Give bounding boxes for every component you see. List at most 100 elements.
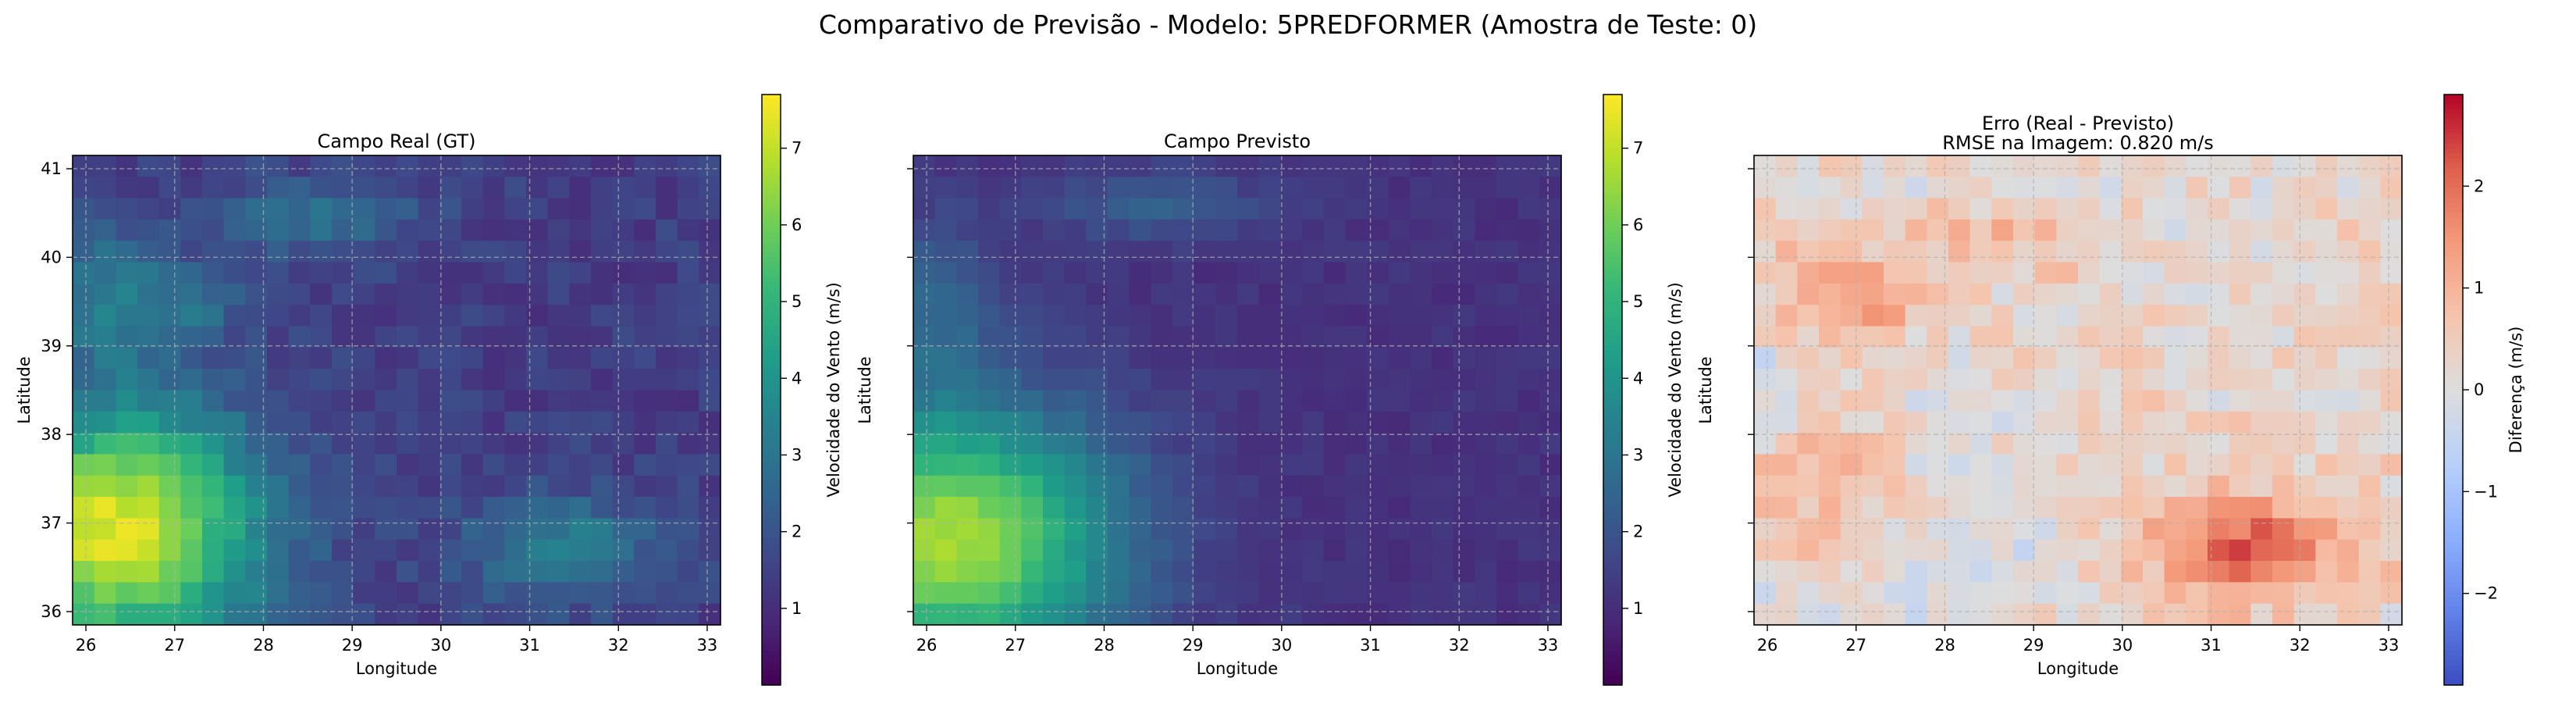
heatmap-cell	[1172, 518, 1195, 541]
heatmap-cell	[2337, 241, 2360, 263]
heatmap-cell	[2013, 411, 2036, 434]
heatmap-cell	[1840, 262, 1863, 284]
heatmap-cell	[2034, 454, 2057, 476]
heatmap-cell	[2099, 369, 2122, 391]
heatmap-cell	[913, 241, 936, 263]
heatmap-cell	[1862, 177, 1884, 199]
heatmap-cell	[999, 283, 1022, 305]
colorbar-step	[762, 414, 781, 420]
colorbar-step	[2444, 434, 2463, 440]
x-tick-label: 28	[1094, 636, 1115, 655]
heatmap-cell	[569, 518, 592, 541]
heatmap-cell	[2293, 561, 2316, 583]
heatmap-cell	[1302, 518, 1325, 541]
heatmap-cell	[245, 219, 268, 241]
heatmap-cell	[1410, 582, 1432, 605]
heatmap-cell	[1862, 539, 1884, 562]
heatmap-cell	[999, 497, 1022, 519]
heatmap-cell	[1064, 454, 1087, 476]
colorbar-step	[2444, 429, 2463, 435]
colorbar-step	[762, 168, 781, 174]
heatmap-cell	[1388, 369, 1411, 391]
heatmap-cell	[1819, 582, 1841, 605]
heatmap-cell	[1172, 241, 1195, 263]
heatmap-cell	[569, 582, 592, 605]
heatmap-cell	[1496, 411, 1519, 434]
heatmap-cell	[180, 603, 203, 626]
heatmap-cell	[2143, 518, 2165, 541]
heatmap-cell	[999, 155, 1022, 177]
colorbar-step	[1603, 655, 1622, 662]
heatmap-cell	[94, 369, 116, 391]
heatmap-cell	[332, 177, 354, 199]
heatmap-cell	[2143, 411, 2165, 434]
heatmap-cell	[2164, 155, 2186, 177]
colorbar-step	[762, 187, 781, 194]
x-tick-label: 29	[342, 636, 363, 655]
heatmap-cell	[202, 305, 225, 327]
colorbar-step	[2444, 459, 2463, 465]
heatmap-cell	[1043, 603, 1066, 626]
heatmap-cell	[397, 518, 419, 541]
heatmap-cell	[1258, 219, 1281, 241]
heatmap-cell	[2143, 539, 2165, 562]
heatmap-cell	[2315, 241, 2338, 263]
heatmap-cell	[2143, 561, 2165, 583]
heatmap-cell	[1475, 433, 1497, 455]
heatmap-cell	[1302, 283, 1325, 305]
heatmap-cell	[2078, 582, 2101, 605]
heatmap-cell	[677, 369, 699, 391]
heatmap-cell	[1862, 155, 1884, 177]
heatmap-cell	[2315, 454, 2338, 476]
heatmap-cell	[397, 539, 419, 562]
heatmap-cell	[2208, 433, 2230, 455]
heatmap-cell	[1475, 283, 1497, 305]
heatmap-cell	[1194, 390, 1216, 412]
heatmap-cell	[2315, 283, 2338, 305]
heatmap-cell	[2186, 305, 2208, 327]
heatmap-cell	[1496, 369, 1519, 391]
heatmap-cell	[1819, 518, 1841, 541]
colorbar-step	[1603, 566, 1622, 573]
heatmap-cell	[397, 369, 419, 391]
heatmap-cell	[332, 518, 354, 541]
heatmap-cell	[158, 518, 181, 541]
heatmap-cell	[913, 219, 936, 241]
colorbar-step	[762, 163, 781, 170]
heatmap-cell	[482, 539, 505, 562]
heatmap-cell	[267, 603, 290, 626]
colorbar-step	[762, 222, 781, 228]
heatmap-cell	[1258, 475, 1281, 498]
heatmap-cell	[2034, 326, 2057, 348]
heatmap-cell	[547, 369, 570, 391]
heatmap-cell	[1948, 475, 1971, 498]
colorbar-step	[2444, 384, 2463, 391]
heatmap-cell	[1432, 305, 1454, 327]
heatmap-cell	[1367, 603, 1389, 626]
heatmap-cell	[1215, 411, 1238, 434]
heatmap-cell	[332, 561, 354, 583]
heatmap-cell	[1258, 262, 1281, 284]
colorbar-step	[2444, 227, 2463, 233]
colorbar-step	[762, 596, 781, 602]
heatmap-cell	[288, 219, 311, 241]
heatmap-cell	[1884, 241, 1906, 263]
heatmap-cell	[353, 603, 375, 626]
heatmap-cell	[2056, 603, 2079, 626]
heatmap-cell	[2380, 219, 2403, 241]
heatmap-cell	[1539, 561, 1562, 583]
heatmap-cell	[2186, 241, 2208, 263]
heatmap-cell	[1927, 262, 1949, 284]
heatmap-cell	[591, 177, 614, 199]
heatmap-cell	[634, 305, 656, 327]
heatmap-cell	[1797, 475, 1820, 498]
heatmap-cell	[1086, 369, 1108, 391]
heatmap-cell	[1021, 454, 1044, 476]
colorbar-step	[762, 365, 781, 371]
heatmap-cell	[2078, 177, 2101, 199]
colorbar-step	[1603, 212, 1622, 219]
heatmap-cell	[2272, 283, 2295, 305]
heatmap-cell	[288, 561, 311, 583]
heatmap-cell	[1064, 518, 1087, 541]
x-tick-label: 27	[1845, 636, 1866, 655]
